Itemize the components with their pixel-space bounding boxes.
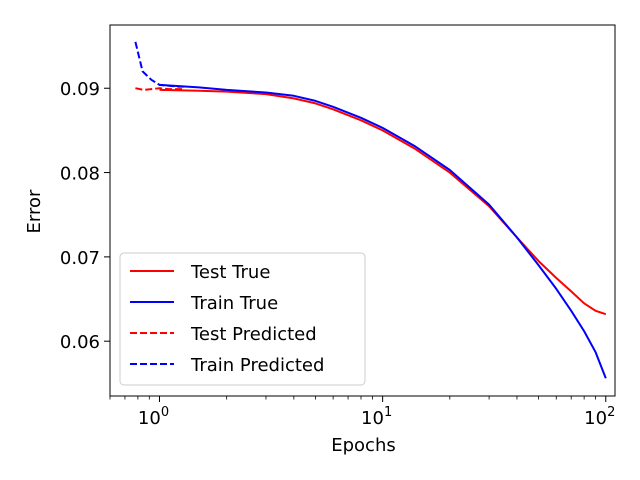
x-axis-label: Epochs	[331, 435, 396, 456]
series-test-true-line	[159, 88, 607, 316]
x-tick-label: 101	[361, 405, 392, 429]
series-train-predicted-line	[134, 41, 185, 88]
x-axis-ticks: 100 101 102	[109, 396, 615, 429]
y-tick-label: 0.07	[60, 248, 100, 269]
y-axis-ticks: 0.06 0.07 0.08 0.09	[60, 79, 110, 353]
series-test-predicted-line	[135, 87, 185, 91]
y-tick-label: 0.09	[60, 79, 100, 100]
plot-frame	[109, 24, 616, 397]
series-train-true-line	[159, 83, 607, 379]
series-layer	[134, 41, 607, 379]
x-tick-label: 102	[584, 405, 615, 429]
legend: Test True Train True Test Predicted Train P…	[119, 252, 366, 386]
y-tick-label: 0.06	[60, 332, 100, 353]
x-tick-label: 100	[138, 405, 169, 429]
legend-label-train-true: Train True	[190, 293, 278, 314]
legend-label-train-predicted: Train Predicted	[190, 355, 324, 376]
y-axis-label: Error	[24, 189, 45, 233]
legend-label-test-predicted: Test Predicted	[190, 324, 317, 345]
legend-box	[119, 252, 366, 386]
y-tick-label: 0.08	[60, 164, 100, 185]
legend-label-test-true: Test True	[190, 262, 270, 283]
